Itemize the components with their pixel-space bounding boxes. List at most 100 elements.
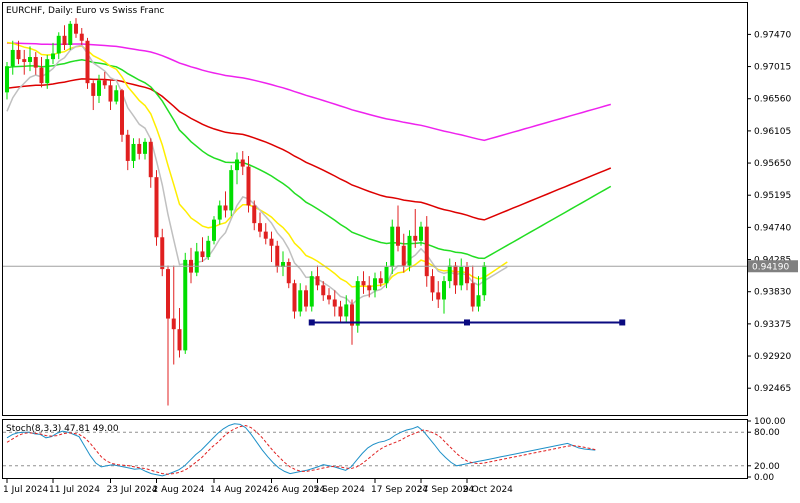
current-price-group: 0.94190 bbox=[3, 260, 798, 273]
candle-body bbox=[206, 240, 211, 258]
candle-body bbox=[442, 281, 446, 300]
candle-body bbox=[304, 290, 308, 307]
candle-body bbox=[378, 278, 383, 284]
candle-body bbox=[39, 67, 44, 84]
candle-body bbox=[74, 23, 78, 34]
candle-body bbox=[5, 66, 9, 93]
candle-body bbox=[68, 23, 73, 45]
candle-body bbox=[367, 285, 372, 291]
candle-body bbox=[148, 141, 153, 178]
price-tick-label: 0.92465 bbox=[754, 384, 791, 394]
date-label: 23 Jul 2024 bbox=[107, 485, 158, 495]
candle-body bbox=[321, 285, 326, 296]
candle-body bbox=[476, 295, 481, 307]
candle-body bbox=[91, 83, 96, 96]
support-anchor bbox=[308, 319, 315, 326]
candle-body bbox=[396, 226, 400, 246]
support-anchor bbox=[464, 319, 470, 326]
candles[interactable] bbox=[5, 18, 487, 406]
candle-body bbox=[298, 290, 303, 312]
candle-body bbox=[45, 59, 50, 84]
candle-body bbox=[137, 143, 142, 154]
candle-body bbox=[97, 80, 101, 96]
candle-body bbox=[309, 276, 314, 307]
stoch-tick-label: 80.00 bbox=[754, 428, 780, 438]
candle-body bbox=[407, 235, 412, 266]
candle-body bbox=[246, 166, 251, 206]
candle-body bbox=[332, 299, 337, 307]
candle-body bbox=[62, 35, 67, 45]
candle-body bbox=[252, 205, 257, 224]
candle-body bbox=[361, 281, 366, 286]
candle-body bbox=[447, 265, 452, 282]
candle-body bbox=[33, 57, 38, 68]
chart-title: EURCHF, Daily: Euro vs Swiss Franc bbox=[6, 6, 164, 16]
candle-body bbox=[114, 90, 119, 102]
moving-averages bbox=[6, 41, 612, 306]
candle-body bbox=[453, 265, 458, 286]
candle-body bbox=[171, 318, 176, 330]
candle-body bbox=[212, 219, 216, 241]
candle-body bbox=[143, 141, 147, 154]
stoch-tick-label: 0.00 bbox=[754, 473, 774, 483]
candle-body bbox=[275, 245, 280, 267]
candle-body bbox=[258, 223, 262, 232]
candle-body bbox=[217, 205, 222, 220]
candle-body bbox=[430, 276, 435, 293]
date-label: 5 Sep 2024 bbox=[314, 485, 366, 495]
candle-body bbox=[183, 259, 188, 351]
ma-silver-line bbox=[6, 44, 508, 306]
price-tick-label: 0.96105 bbox=[754, 127, 791, 137]
candle-body bbox=[373, 278, 377, 291]
candle-body bbox=[482, 265, 487, 296]
candle-body bbox=[286, 262, 291, 284]
price-tick-label: 0.95195 bbox=[754, 191, 791, 201]
candle-body bbox=[240, 159, 245, 167]
candle-body bbox=[292, 283, 297, 312]
price-tick-label: 0.92920 bbox=[754, 352, 791, 362]
candle-body bbox=[22, 59, 27, 62]
candle-body bbox=[384, 266, 389, 284]
candle-body bbox=[344, 304, 349, 317]
candle-body bbox=[125, 134, 130, 161]
stoch-signal-line bbox=[6, 424, 596, 475]
stoch-tick-label: 20.00 bbox=[754, 462, 780, 472]
ma-magenta-line bbox=[6, 42, 611, 142]
current-price-label: 0.94190 bbox=[752, 262, 789, 272]
date-label: 2 Aug 2024 bbox=[153, 485, 205, 495]
date-label: 27 Sep 2024 bbox=[417, 485, 474, 495]
stoch-panel[interactable] bbox=[2, 419, 748, 479]
price-tick-label: 0.95650 bbox=[754, 159, 791, 169]
candle-body bbox=[419, 226, 423, 241]
candle-body bbox=[194, 251, 199, 273]
date-label: 11 Jul 2024 bbox=[49, 485, 100, 495]
candle-body bbox=[315, 276, 320, 286]
candle-body bbox=[459, 266, 464, 286]
ma-red-line bbox=[6, 78, 612, 221]
candle-body bbox=[355, 281, 360, 326]
stoch-tick-label: 100.00 bbox=[754, 417, 786, 427]
candle-body bbox=[166, 269, 170, 319]
price-tick-label: 0.93830 bbox=[754, 288, 791, 298]
candle-body bbox=[177, 329, 182, 351]
candle-body bbox=[154, 177, 159, 238]
candle-body bbox=[131, 143, 136, 161]
date-label: 14 Aug 2024 bbox=[210, 485, 268, 495]
candle-body bbox=[390, 226, 395, 267]
candle-body bbox=[85, 40, 90, 84]
ma-yellow-line bbox=[6, 41, 508, 288]
candle-body bbox=[102, 80, 107, 86]
price-panel[interactable] bbox=[2, 2, 748, 416]
candle-body bbox=[338, 306, 343, 317]
candle-body bbox=[51, 53, 55, 60]
candle-body bbox=[263, 231, 268, 239]
support-line-group[interactable] bbox=[308, 319, 626, 326]
candle-body bbox=[229, 170, 234, 211]
candle-body bbox=[28, 57, 32, 62]
candle-body bbox=[79, 33, 84, 41]
date-label: 17 Sep 2024 bbox=[371, 485, 428, 495]
stoch-main-line bbox=[6, 423, 596, 477]
candle-body bbox=[465, 266, 469, 284]
